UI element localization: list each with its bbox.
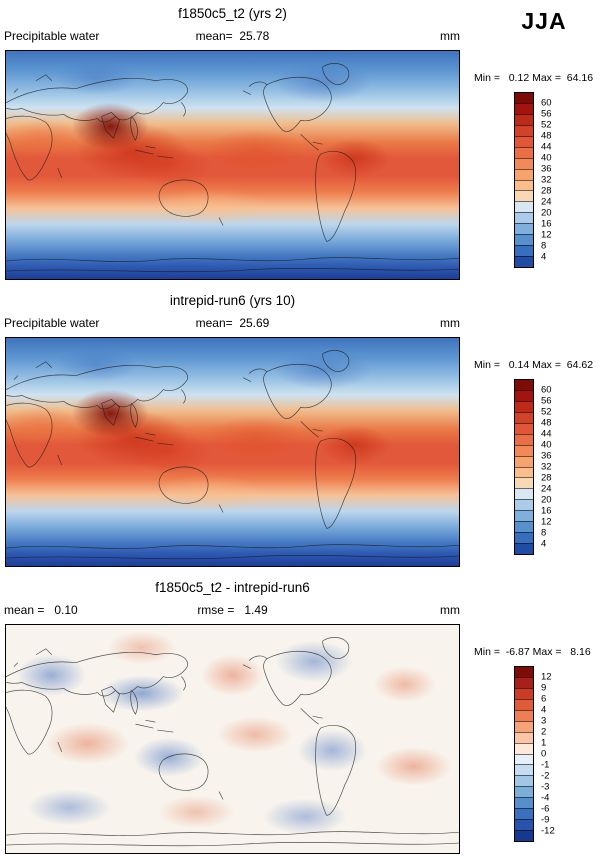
panel-difference: f1850c5_t2 - intrepid-run6 mean = 0.10 r… [0,574,611,861]
mean-stat: mean= 25.69 [195,316,270,330]
minmax-stat: Min = 0.14 Max = 64.62 [474,359,594,371]
units-label: mm [440,603,460,617]
mean-stat: mean = 0.10 [4,603,78,617]
coastlines-overlay [6,350,459,560]
panel-title: f1850c5_t2 (yrs 2) [178,6,287,21]
colorbar-segments [514,92,534,268]
colorbar-tick-labels: 60 56 52 48 44 40 36 32 28 24 20 16 12 8 4 [541,384,552,550]
field-label: Precipitable water [4,29,100,43]
panel-title: intrepid-run6 (yrs 10) [169,293,296,308]
panel-case2: intrepid-run6 (yrs 10) Precipitable wate… [0,287,611,574]
minmax-stat: Min = 0.12 Max = 64.16 [474,72,594,84]
units-label: mm [440,29,460,43]
map-plot-case2 [5,337,460,567]
coastlines-overlay [6,637,459,847]
colorbar-case1: 60 56 52 48 44 40 36 32 28 24 20 16 12 8 4 [514,92,574,268]
colorbar-tick-labels: 60 56 52 48 44 40 36 32 28 24 20 16 12 8 4 [541,97,552,263]
colorbar-segments [514,666,534,842]
mean-stat: mean= 25.78 [195,29,270,43]
field-label: Precipitable water [4,316,100,330]
colorbar-case2: 60 56 52 48 44 40 36 32 28 24 20 16 12 8 4 [514,379,574,555]
season-heading: JJA [521,8,567,34]
coastlines-overlay [6,63,459,273]
map-plot-case1 [5,50,460,280]
colorbar-difference: 12 9 6 4 3 2 1 0 -1 -2 -3 -4 -6 -9 -12 [514,666,574,842]
rmse-stat: rmse = 1.49 [197,603,268,617]
colorbar-segments [514,379,534,555]
minmax-stat: Min = -6.87 Max = 8.16 [474,646,591,658]
map-plot-difference [5,624,460,854]
units-label: mm [440,316,460,330]
panel-title: f1850c5_t2 - intrepid-run6 [155,580,310,595]
colorbar-tick-labels: 12 9 6 4 3 2 1 0 -1 -2 -3 -4 -6 -9 -12 [541,671,555,837]
panel-case1: f1850c5_t2 (yrs 2) Precipitable water me… [0,0,611,287]
